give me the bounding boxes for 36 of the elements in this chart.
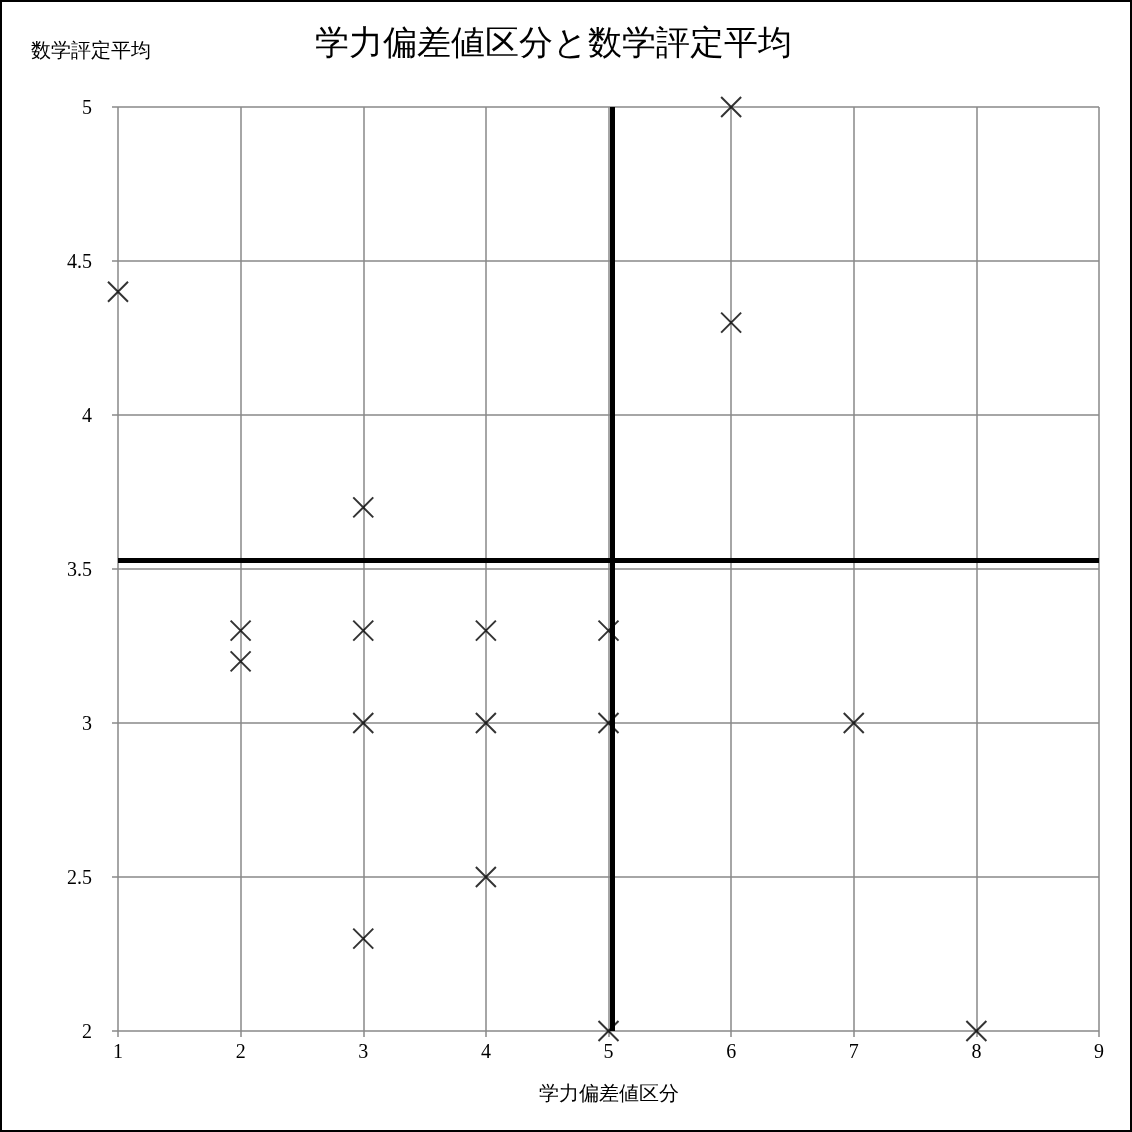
point <box>229 619 252 642</box>
y-tick-label: 5 <box>82 96 92 118</box>
x-tick-label: 3 <box>358 1040 369 1062</box>
y-tick-label: 3 <box>82 712 92 734</box>
x-tick-label: 9 <box>1094 1040 1104 1062</box>
point <box>597 619 620 642</box>
point <box>720 96 743 118</box>
x-tick-label: 7 <box>848 1040 859 1062</box>
x-tick-label: 8 <box>971 1040 982 1062</box>
point <box>352 496 375 519</box>
point <box>842 712 865 734</box>
x-tick-label: 2 <box>235 1040 246 1062</box>
point <box>965 1020 988 1042</box>
point <box>597 712 620 734</box>
point <box>474 866 497 888</box>
point <box>352 927 375 950</box>
point <box>229 650 252 673</box>
x-tick-label: 5 <box>603 1040 614 1062</box>
y-tick-label: 2 <box>82 1020 92 1042</box>
x-axis-title: 学力偏差値区分 <box>538 1082 679 1104</box>
x-tick-label: 4 <box>480 1040 491 1062</box>
point <box>474 619 497 642</box>
y-tick-label: 2.5 <box>67 866 92 888</box>
chart-title: 学力偏差値区分と数学評定平均 <box>315 23 792 61</box>
point <box>352 619 375 642</box>
y-axis-title: 数学評定平均 <box>31 39 151 61</box>
point <box>352 712 375 734</box>
x-tick-label: 6 <box>726 1040 737 1062</box>
y-tick-label: 3.5 <box>67 558 92 580</box>
point <box>474 712 497 734</box>
point <box>597 1020 620 1042</box>
y-tick-label: 4.5 <box>67 250 92 272</box>
y-tick-label: 4 <box>82 404 92 426</box>
point <box>720 311 743 334</box>
point <box>107 280 129 303</box>
x-tick-label: 1 <box>113 1040 123 1062</box>
